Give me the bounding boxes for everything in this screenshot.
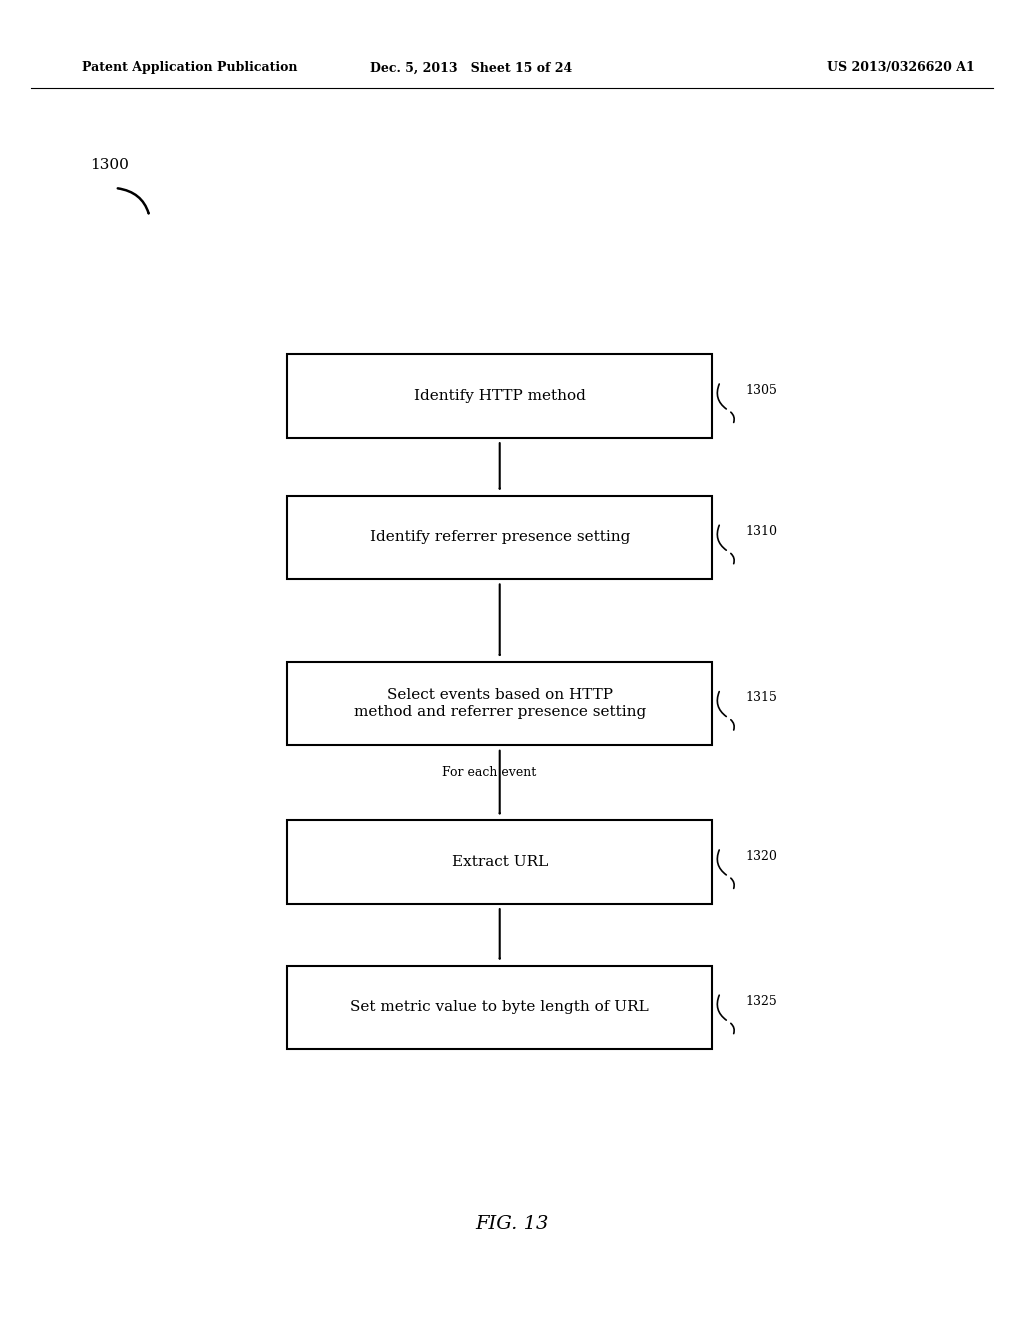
Text: 1305: 1305 bbox=[745, 384, 777, 397]
Text: 1315: 1315 bbox=[745, 692, 777, 705]
Text: 1325: 1325 bbox=[745, 995, 777, 1008]
Text: Identify HTTP method: Identify HTTP method bbox=[414, 389, 586, 403]
FancyBboxPatch shape bbox=[287, 663, 713, 744]
Text: Dec. 5, 2013   Sheet 15 of 24: Dec. 5, 2013 Sheet 15 of 24 bbox=[370, 62, 572, 74]
Text: Extract URL: Extract URL bbox=[452, 855, 548, 869]
Text: FIG. 13: FIG. 13 bbox=[475, 1214, 549, 1233]
FancyBboxPatch shape bbox=[287, 495, 713, 578]
Text: US 2013/0326620 A1: US 2013/0326620 A1 bbox=[827, 62, 975, 74]
Text: Set metric value to byte length of URL: Set metric value to byte length of URL bbox=[350, 1001, 649, 1014]
Text: 1320: 1320 bbox=[745, 850, 777, 863]
FancyArrowPatch shape bbox=[118, 189, 148, 214]
Text: 1310: 1310 bbox=[745, 525, 777, 539]
Text: 1300: 1300 bbox=[90, 158, 129, 172]
Text: Select events based on HTTP
method and referrer presence setting: Select events based on HTTP method and r… bbox=[353, 689, 646, 718]
Text: Patent Application Publication: Patent Application Publication bbox=[82, 62, 297, 74]
Text: For each event: For each event bbox=[442, 766, 537, 779]
FancyBboxPatch shape bbox=[287, 820, 713, 903]
FancyBboxPatch shape bbox=[287, 966, 713, 1048]
Text: Identify referrer presence setting: Identify referrer presence setting bbox=[370, 531, 630, 544]
FancyBboxPatch shape bbox=[287, 354, 713, 438]
